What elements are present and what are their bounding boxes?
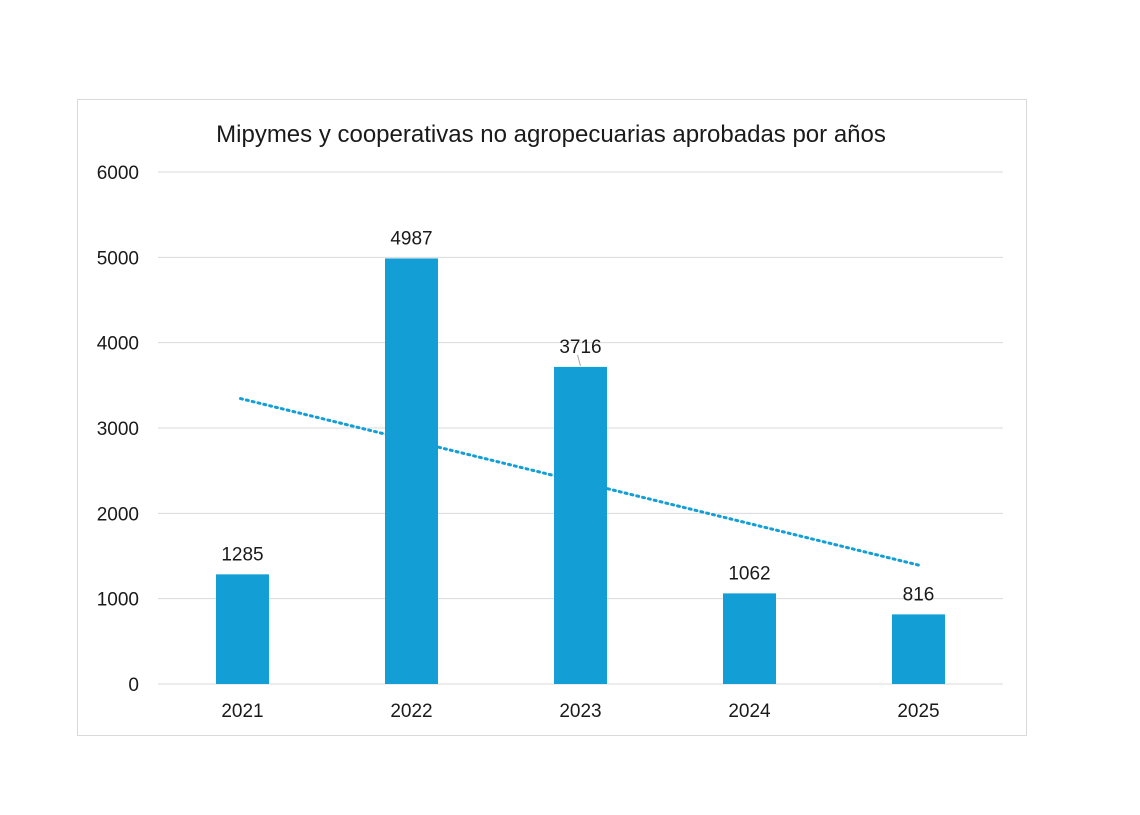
bars — [216, 258, 945, 684]
y-tick-label: 1000 — [97, 590, 139, 611]
bar-2022 — [385, 258, 438, 684]
bar-2025 — [892, 614, 945, 684]
y-tick-label: 4000 — [97, 334, 139, 355]
grid-lines — [158, 171, 1003, 685]
x-tick-label: 2024 — [728, 701, 771, 722]
data-label-2025: 816 — [903, 584, 935, 605]
bar-2021 — [216, 574, 269, 684]
chart-title: Mipymes y cooperativas no agropecuarias … — [216, 121, 886, 148]
data-labels: 1285 4987 3716 1062 816 — [221, 228, 934, 605]
data-label-2023: 3716 — [559, 337, 601, 358]
data-label-2022: 4987 — [390, 228, 432, 249]
y-tick-label: 2000 — [97, 504, 139, 525]
data-label-leader-line — [577, 354, 581, 367]
x-tick-label: 2023 — [559, 701, 601, 722]
data-label-2021: 1285 — [221, 544, 263, 565]
x-axis-ticks: 2021 2022 2023 2024 2025 — [221, 701, 939, 722]
y-tick-label: 0 — [128, 675, 139, 696]
y-tick-label: 3000 — [97, 419, 139, 440]
x-tick-label: 2021 — [221, 701, 263, 722]
data-label-2024: 1062 — [728, 563, 770, 584]
x-tick-label: 2022 — [390, 701, 432, 722]
y-tick-label: 5000 — [97, 248, 139, 269]
x-tick-label: 2025 — [897, 701, 939, 722]
bar-2024 — [723, 593, 776, 684]
bar-2023 — [554, 366, 607, 684]
y-tick-label: 6000 — [97, 163, 139, 184]
y-axis-ticks: 0 1000 2000 3000 4000 5000 6000 — [97, 163, 139, 696]
